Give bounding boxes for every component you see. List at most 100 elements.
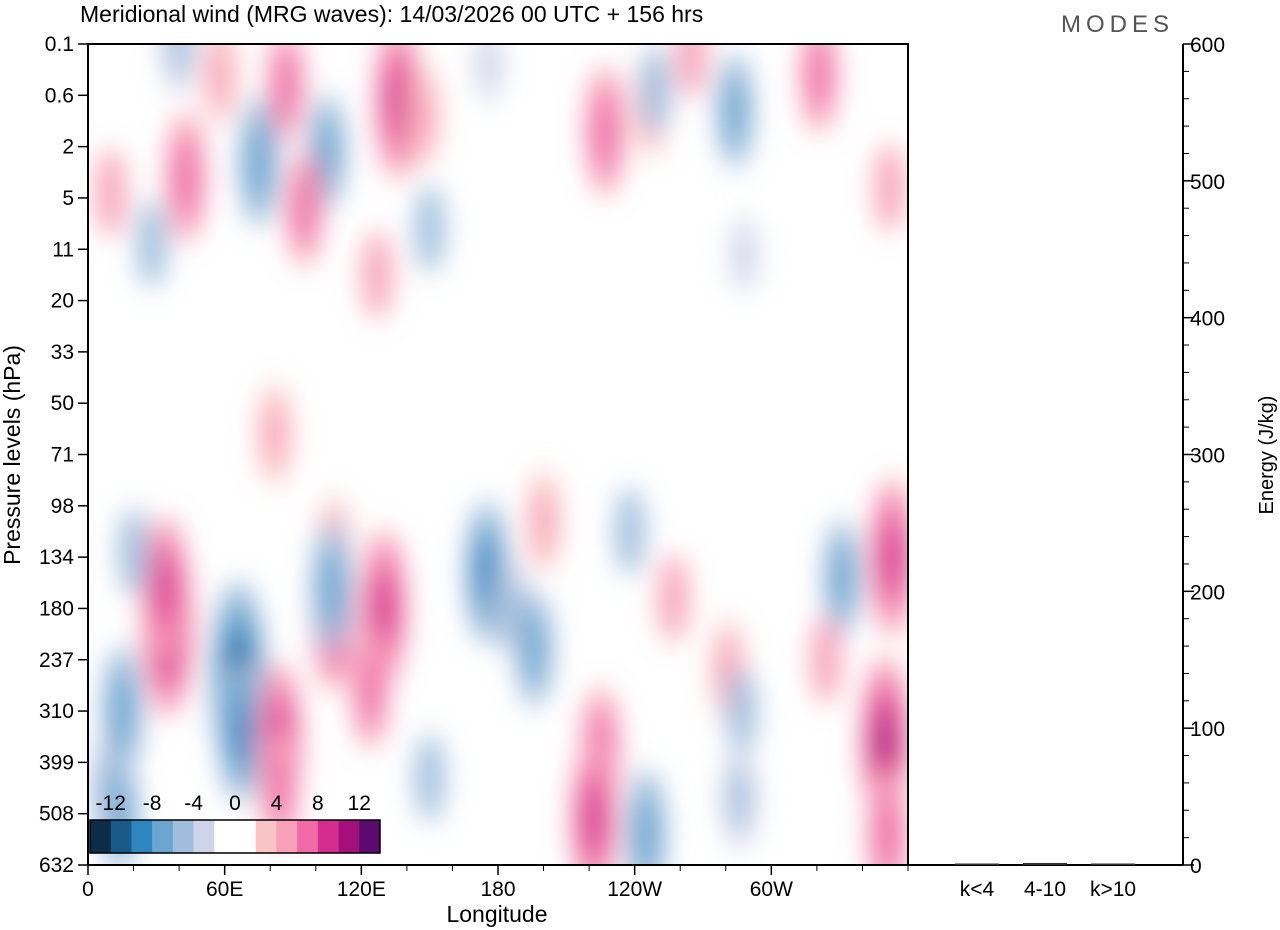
colorbar-swatch bbox=[131, 820, 153, 853]
energy-bar bbox=[1091, 863, 1135, 865]
y-tick-label: 632 bbox=[39, 854, 74, 877]
colorbar-swatch bbox=[90, 820, 112, 853]
wind-anomaly-15 bbox=[477, 540, 497, 605]
y-axis: 0.1 0.6 2 5 11 20 33 50 71 98 134 180 237 310 399 508 63… bbox=[39, 33, 88, 877]
wind-anomaly-38 bbox=[315, 116, 339, 188]
colorbar-label: 4 bbox=[271, 792, 283, 815]
wind-anomaly-52 bbox=[136, 200, 167, 289]
main-plot-frame bbox=[87, 43, 909, 866]
wind-anomaly-1 bbox=[109, 671, 135, 752]
x-tick-label: 60W bbox=[750, 878, 793, 901]
y-tick-label: 0.1 bbox=[45, 33, 74, 56]
wind-anomaly-6 bbox=[231, 699, 251, 764]
wind-anomaly-13 bbox=[319, 547, 345, 628]
wind-field bbox=[89, 44, 908, 865]
energy-bar bbox=[955, 863, 999, 865]
wind-anomaly-25 bbox=[726, 667, 757, 756]
y-tick-label: 11 bbox=[52, 238, 74, 261]
x-tick-label: 180 bbox=[480, 878, 515, 901]
colorbar-swatch bbox=[110, 820, 132, 853]
y-tick-label: 50 bbox=[51, 392, 74, 415]
y-tick-label: 20 bbox=[51, 290, 74, 313]
wind-anomaly-33 bbox=[264, 402, 286, 466]
wind-anomaly-46 bbox=[676, 44, 707, 99]
colorbar-swatch bbox=[359, 820, 381, 853]
colorbar-swatch bbox=[214, 820, 236, 853]
colorbar-swatch bbox=[297, 820, 319, 853]
colorbar-swatch bbox=[152, 820, 174, 853]
x-tick-label: 120E bbox=[337, 878, 386, 901]
wind-anomaly-48 bbox=[293, 172, 316, 244]
wind-anomaly-36 bbox=[274, 49, 298, 121]
energy-tick-label: 100 bbox=[1190, 718, 1225, 741]
wind-anomaly-49 bbox=[95, 148, 127, 237]
wind-anomaly-21 bbox=[633, 794, 659, 865]
chart-title: Meridional wind (MRG waves): 14/03/2026 … bbox=[80, 1, 703, 27]
energy-tick-label: 200 bbox=[1190, 581, 1225, 604]
wind-anomaly-22 bbox=[614, 487, 646, 576]
wind-anomaly-8 bbox=[268, 752, 291, 824]
wind-anomaly-55 bbox=[475, 44, 503, 102]
wind-anomaly-53 bbox=[874, 143, 905, 232]
colorbar-label: 8 bbox=[312, 792, 324, 815]
wind-anomaly-45 bbox=[807, 44, 831, 111]
wind-anomaly-40 bbox=[412, 84, 434, 148]
wind-anomaly-4 bbox=[155, 555, 175, 620]
colorbar-swatch bbox=[338, 820, 360, 853]
wind-anomaly-29 bbox=[881, 522, 903, 593]
wind-anomaly-26 bbox=[729, 766, 750, 830]
energy-tick-label: 500 bbox=[1190, 171, 1225, 194]
energy-category-label: 4-10 bbox=[1024, 878, 1066, 901]
colorbar-label: -8 bbox=[143, 792, 162, 815]
y-tick-label: 71 bbox=[51, 444, 74, 467]
y-tick-label: 134 bbox=[39, 546, 74, 569]
colorbar-label: -4 bbox=[184, 792, 203, 815]
wind-anomaly-28 bbox=[810, 615, 842, 704]
colorbar-label: 12 bbox=[348, 792, 371, 815]
energy-tick-label: 400 bbox=[1190, 308, 1225, 331]
x-tick-label: 120W bbox=[607, 878, 662, 901]
wind-anomaly-17 bbox=[523, 613, 546, 686]
wind-anomaly-44 bbox=[723, 75, 747, 147]
y-tick-label: 33 bbox=[51, 341, 74, 364]
energy-tick-label: 600 bbox=[1190, 34, 1225, 57]
wind-anomaly-43 bbox=[640, 46, 671, 135]
wind-anomaly-30 bbox=[876, 712, 894, 772]
y-tick-label: 0.6 bbox=[45, 84, 74, 107]
energy-bar bbox=[1023, 862, 1067, 865]
y-tick-label: 2 bbox=[62, 136, 74, 159]
colorbar-swatch bbox=[255, 820, 277, 853]
x-tick-label: 0 bbox=[82, 878, 94, 901]
wind-anomaly-37 bbox=[246, 122, 272, 202]
wind-anomaly-23 bbox=[658, 554, 689, 643]
energy-category-label: k>10 bbox=[1090, 878, 1136, 901]
wind-anomaly-47 bbox=[173, 137, 199, 218]
colorbar-swatch bbox=[235, 820, 257, 853]
energy-tick-label: 0 bbox=[1190, 855, 1202, 878]
energy-tick-label: 300 bbox=[1190, 445, 1225, 468]
wind-anomaly-41 bbox=[592, 91, 618, 172]
colorbar: -12 -8 -4 0 4 8 12 bbox=[89, 792, 381, 854]
wind-anomaly-20 bbox=[583, 783, 604, 854]
energy-category-label: k<4 bbox=[960, 878, 995, 901]
colorbar-label: 0 bbox=[229, 792, 241, 815]
wind-anomaly-31 bbox=[875, 794, 900, 865]
colorbar-label: -12 bbox=[96, 792, 126, 815]
wind-anomaly-16 bbox=[501, 577, 522, 640]
x-axis: 0 60E 120E 180 120W 60W bbox=[82, 865, 909, 901]
wind-anomaly-54 bbox=[730, 217, 758, 292]
energy-axis-label: Energy (J/kg) bbox=[1256, 396, 1278, 515]
y-tick-label: 508 bbox=[39, 803, 74, 826]
colorbar-swatch bbox=[317, 820, 339, 853]
wind-anomaly-51 bbox=[362, 230, 393, 319]
x-tick-label: 60E bbox=[206, 878, 243, 901]
colorbar-swatch bbox=[172, 820, 194, 853]
y-tick-label: 5 bbox=[62, 187, 74, 210]
wind-anomaly-35 bbox=[168, 44, 190, 76]
wind-anomaly-14 bbox=[414, 733, 445, 822]
colorbar-frame bbox=[89, 819, 381, 854]
y-tick-label: 98 bbox=[51, 495, 74, 518]
energy-panel: 0 100 200 300 400 500 600 k<4 4-10 k>10 bbox=[908, 34, 1225, 901]
wind-anomaly-34 bbox=[209, 44, 231, 107]
